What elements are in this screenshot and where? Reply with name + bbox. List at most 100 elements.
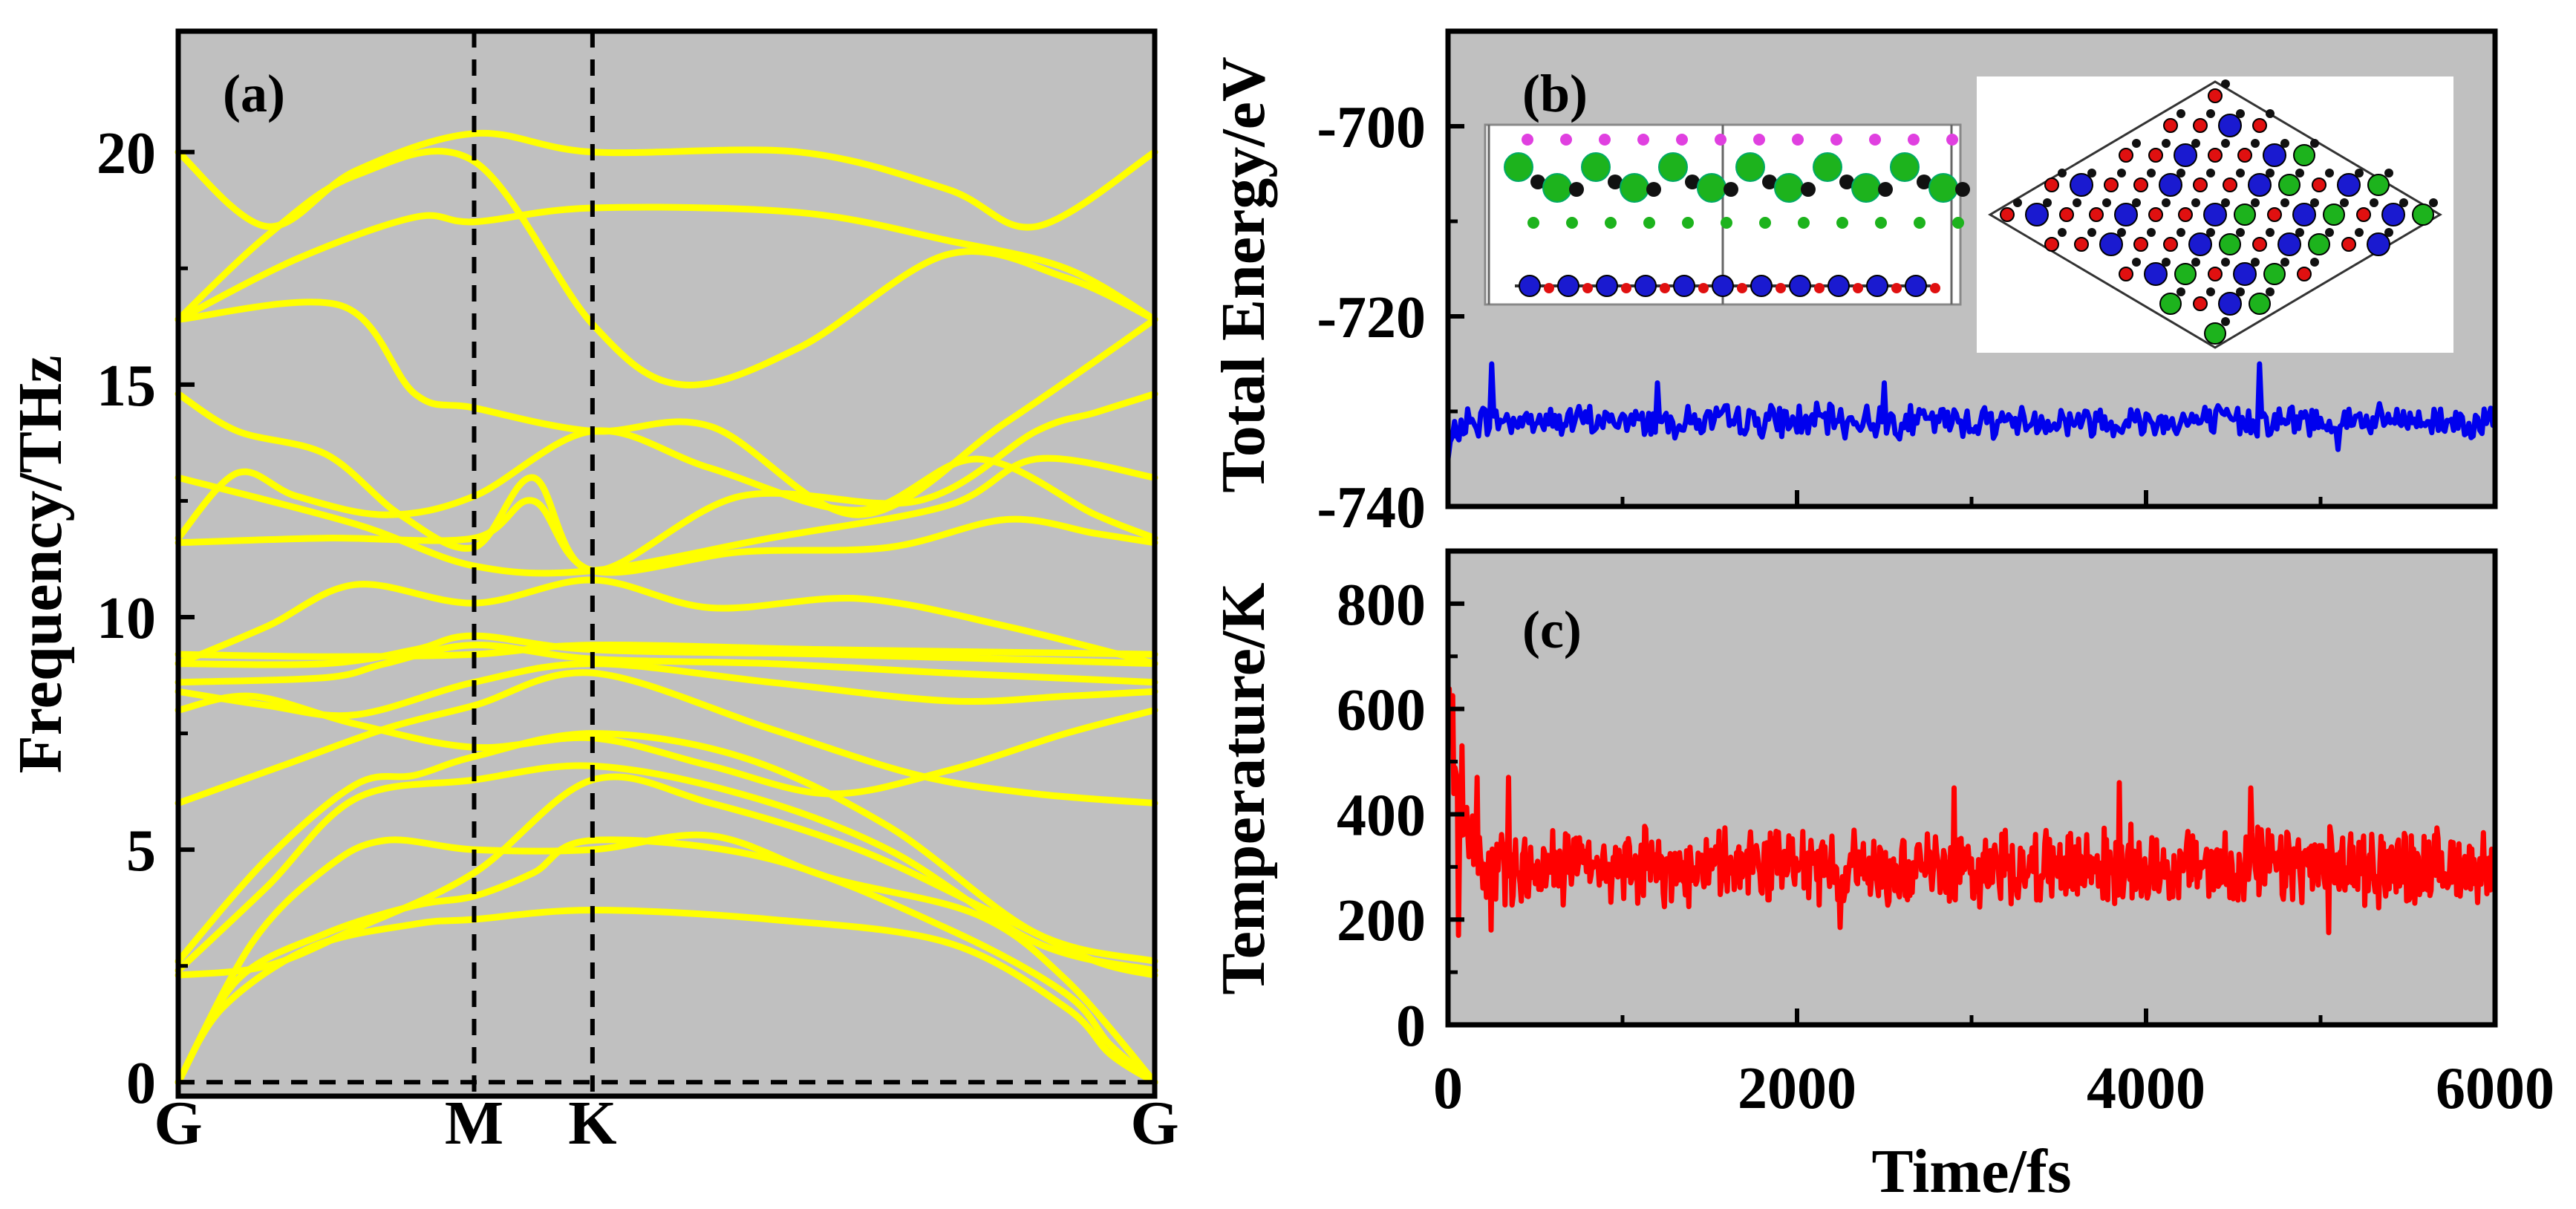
- atom-c: [2310, 198, 2319, 207]
- atom-c: [2340, 198, 2349, 207]
- atom-c: [2266, 109, 2275, 118]
- atom-n: [2174, 143, 2197, 167]
- x-tick-label-c: 6000: [2436, 1056, 2554, 1121]
- atom-o: [2104, 177, 2119, 192]
- atom-n: [2263, 143, 2286, 167]
- atom-cl-small: [1643, 217, 1655, 229]
- atom-n: [1712, 275, 1734, 297]
- high-symmetry-label-M: M: [445, 1089, 503, 1158]
- atom-n: [2277, 232, 2301, 256]
- atom-cl: [1735, 152, 1765, 182]
- atom-cl: [2159, 293, 2182, 315]
- panel-label-c: (c): [1522, 600, 1582, 659]
- atom-cl-small: [1836, 217, 1848, 229]
- atom-c: [2236, 287, 2245, 296]
- atom-cl-small: [1527, 217, 1539, 229]
- atom-o: [2133, 237, 2148, 252]
- atom-c: [2043, 198, 2052, 207]
- atom-n: [1596, 275, 1618, 297]
- atom-c: [1646, 182, 1661, 197]
- atom-n: [2025, 203, 2049, 227]
- atom-o: [2341, 237, 2356, 252]
- phonon-branch-13: [175, 576, 1158, 668]
- phonon-branch-6: [175, 730, 1158, 965]
- y-tick-label-b: -740: [1317, 475, 1426, 541]
- atom-o: [2178, 207, 2193, 222]
- atom-c: [2206, 109, 2215, 118]
- plot-background-c: [1448, 551, 2495, 1025]
- atom-c: [1917, 175, 1931, 189]
- atom-c: [2162, 198, 2171, 207]
- atom-n: [2292, 203, 2316, 227]
- atom-c: [2325, 228, 2334, 237]
- atom-c: [1955, 182, 1970, 197]
- atom-o: [2223, 177, 2237, 192]
- x-ticks-b: [1446, 490, 2497, 506]
- atom-n: [1557, 275, 1579, 297]
- temperature-panel: 0 200 400 600 800 0 2000 4000 6000 (c) Temperat…: [1209, 548, 2554, 1206]
- atom-c: [2073, 198, 2081, 207]
- atom-n: [1750, 275, 1773, 297]
- atom-c: [2176, 109, 2185, 118]
- atom-h: [1830, 134, 1842, 146]
- atom-c: [2429, 198, 2438, 207]
- atom-cl: [2293, 144, 2315, 166]
- atom-c: [2221, 198, 2230, 207]
- high-symmetry-lines: [472, 31, 595, 1096]
- atom-o: [2059, 207, 2074, 222]
- y-ticks-a: 0 5 10 15 20: [97, 121, 195, 1116]
- atom-h: [1908, 134, 1920, 146]
- atom-cl-small: [1798, 217, 1810, 229]
- atom-cl-small: [1952, 217, 1964, 229]
- atom-h: [1715, 134, 1726, 146]
- atom-o: [1660, 283, 1670, 293]
- atom-cl: [1813, 152, 1842, 182]
- atom-c: [2162, 258, 2171, 267]
- y-tick-label-c: 600: [1337, 678, 1426, 743]
- y-ticks-c: 0 200 400 600 800: [1337, 573, 1464, 1059]
- phonon-branch-7: [175, 669, 1158, 806]
- atom-cl: [1890, 152, 1920, 182]
- atom-o: [2074, 237, 2089, 252]
- atom-o: [1698, 283, 1709, 293]
- y-tick-label-b: -700: [1317, 95, 1426, 160]
- atom-o: [2089, 207, 2104, 222]
- atom-cl: [2174, 263, 2197, 285]
- atom-h: [1560, 134, 1572, 146]
- atom-h: [1522, 134, 1533, 146]
- atom-o: [1891, 283, 1902, 293]
- atom-o: [2193, 296, 2208, 311]
- atom-cl: [2204, 322, 2226, 345]
- phonon-branch-18: [175, 299, 1158, 518]
- atom-c: [2280, 198, 2289, 207]
- atom-n: [2367, 232, 2390, 256]
- atom-c: [2236, 169, 2245, 177]
- y-tick-label-c: 800: [1337, 573, 1426, 638]
- atom-n: [1827, 275, 1850, 297]
- atom-c: [2355, 228, 2364, 237]
- phonon-branch-9: [175, 660, 1158, 720]
- atom-c: [2206, 228, 2215, 237]
- atom-cl: [2263, 263, 2286, 285]
- x-axis-title-c: Time/fs: [1871, 1137, 2071, 1206]
- atom-n: [2248, 173, 2272, 197]
- y-tick-label-a: 20: [97, 121, 156, 186]
- atom-c: [2132, 139, 2141, 148]
- series-line-total-energy: [1445, 361, 2498, 460]
- atom-n: [2218, 114, 2242, 137]
- atom-c: [2221, 258, 2230, 267]
- atom-n: [2144, 262, 2168, 286]
- y-tick-label-a: 15: [97, 353, 156, 419]
- phonon-branch-21: [175, 129, 1158, 231]
- atom-c: [2310, 139, 2319, 148]
- atom-n: [2114, 203, 2138, 227]
- atom-n: [1673, 275, 1695, 297]
- high-symmetry-label-G: G: [154, 1089, 202, 1158]
- atom-o: [1544, 283, 1554, 293]
- phonon-branch-14: [175, 497, 1158, 576]
- atom-h: [1599, 134, 1611, 146]
- atom-c: [2280, 258, 2289, 267]
- atom-o: [2044, 177, 2059, 192]
